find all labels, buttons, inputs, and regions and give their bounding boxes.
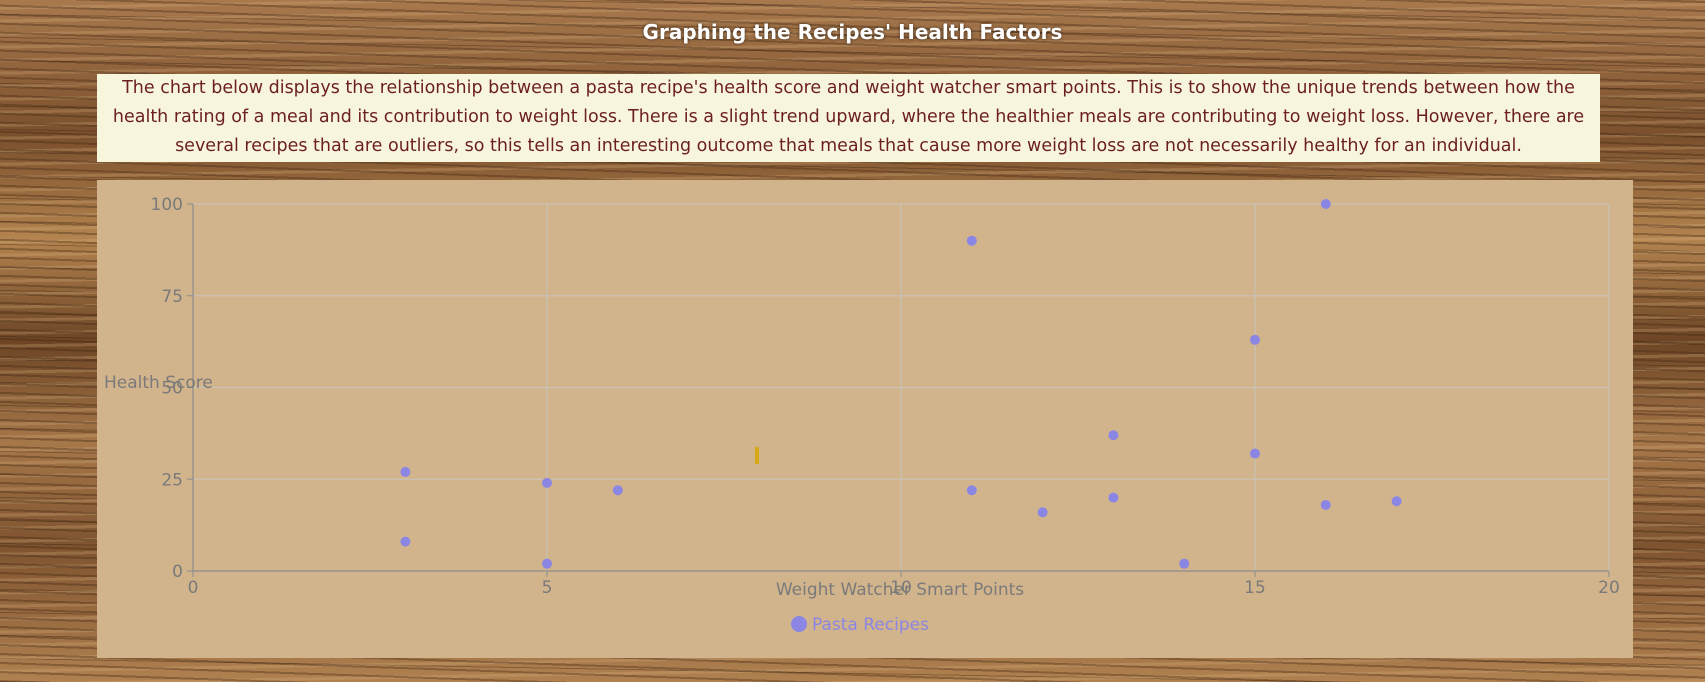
y-tick-label: 75: [161, 287, 183, 307]
x-tick-label: 15: [1244, 578, 1266, 598]
chart-panel: 0 5 10 15 20 0 25 50 75 100 Health Score Weight W…: [97, 180, 1633, 658]
data-point[interactable]: [1179, 558, 1190, 569]
scatter-chart: 0 5 10 15 20 0 25 50 75 100 Health Score Weight W…: [104, 195, 1620, 635]
x-tick-label: 10: [890, 578, 912, 598]
tick-labels: 0 5 10 15 20 0 25 50 75 100: [151, 195, 1620, 598]
legend[interactable]: Pasta Recipes: [791, 615, 929, 635]
data-point[interactable]: [1108, 430, 1119, 441]
legend-label: Pasta Recipes: [812, 615, 929, 635]
y-tick-label: 0: [172, 562, 183, 582]
data-point[interactable]: [1391, 496, 1402, 507]
data-points: [400, 199, 1402, 569]
data-point[interactable]: [1320, 499, 1331, 510]
y-axis-label: Health Score: [104, 373, 213, 393]
data-point[interactable]: [966, 235, 977, 246]
page-title: Graphing the Recipes' Health Factors: [642, 20, 1063, 44]
data-point[interactable]: [542, 477, 552, 488]
x-axis-label: Weight Watcher Smart Points: [776, 580, 1024, 600]
data-point[interactable]: [542, 558, 552, 569]
data-point[interactable]: [612, 485, 623, 496]
y-tick-label: 25: [161, 470, 183, 490]
x-tick-label: 20: [1598, 578, 1620, 598]
y-tick-label: 50: [161, 379, 183, 399]
data-point[interactable]: [1037, 507, 1048, 518]
data-point[interactable]: [400, 466, 411, 477]
y-tick-label: 100: [151, 195, 183, 215]
data-point[interactable]: [966, 485, 977, 496]
legend-marker: [791, 616, 807, 632]
grid: [192, 203, 1610, 572]
data-point[interactable]: [1250, 334, 1260, 345]
data-point[interactable]: [1250, 448, 1260, 459]
chart-description: The chart below displays the relationshi…: [97, 74, 1600, 162]
cursor-marker: [755, 447, 759, 464]
x-tick-label: 5: [542, 578, 553, 598]
x-tick-label: 0: [188, 578, 199, 598]
data-point[interactable]: [400, 536, 411, 547]
data-point[interactable]: [1320, 199, 1331, 209]
data-point[interactable]: [1108, 492, 1119, 503]
axes: [187, 203, 1610, 577]
